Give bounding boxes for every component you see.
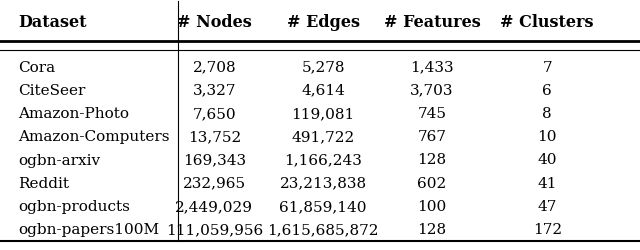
Text: 119,081: 119,081 bbox=[292, 107, 355, 121]
Text: 7: 7 bbox=[542, 60, 552, 74]
Text: 172: 172 bbox=[532, 223, 562, 237]
Text: 4,614: 4,614 bbox=[301, 84, 345, 98]
Text: ogbn-papers100M: ogbn-papers100M bbox=[18, 223, 159, 237]
Text: 7,650: 7,650 bbox=[193, 107, 236, 121]
Text: # Nodes: # Nodes bbox=[177, 14, 252, 31]
Text: ogbn-products: ogbn-products bbox=[18, 200, 130, 214]
Text: 1,433: 1,433 bbox=[410, 60, 454, 74]
Text: # Clusters: # Clusters bbox=[500, 14, 594, 31]
Text: 767: 767 bbox=[417, 130, 447, 144]
Text: 491,722: 491,722 bbox=[292, 130, 355, 144]
Text: 1,615,685,872: 1,615,685,872 bbox=[268, 223, 379, 237]
Text: 602: 602 bbox=[417, 177, 447, 191]
Text: 100: 100 bbox=[417, 200, 447, 214]
Text: # Edges: # Edges bbox=[287, 14, 360, 31]
Text: 47: 47 bbox=[538, 200, 557, 214]
Text: 23,213,838: 23,213,838 bbox=[280, 177, 367, 191]
Text: 1,166,243: 1,166,243 bbox=[284, 154, 362, 168]
Text: 41: 41 bbox=[538, 177, 557, 191]
Text: 128: 128 bbox=[417, 154, 447, 168]
Text: 111,059,956: 111,059,956 bbox=[166, 223, 263, 237]
Text: 2,708: 2,708 bbox=[193, 60, 236, 74]
Text: 745: 745 bbox=[417, 107, 447, 121]
Text: 128: 128 bbox=[417, 223, 447, 237]
Text: 2,449,029: 2,449,029 bbox=[175, 200, 253, 214]
Text: 13,752: 13,752 bbox=[188, 130, 241, 144]
Text: # Features: # Features bbox=[383, 14, 481, 31]
Text: 5,278: 5,278 bbox=[301, 60, 345, 74]
Text: Amazon-Photo: Amazon-Photo bbox=[18, 107, 129, 121]
Text: Reddit: Reddit bbox=[18, 177, 69, 191]
Text: 10: 10 bbox=[538, 130, 557, 144]
Text: 3,327: 3,327 bbox=[193, 84, 236, 98]
Text: 40: 40 bbox=[538, 154, 557, 168]
Text: 169,343: 169,343 bbox=[183, 154, 246, 168]
Text: Cora: Cora bbox=[18, 60, 55, 74]
Text: 8: 8 bbox=[542, 107, 552, 121]
Text: 232,965: 232,965 bbox=[183, 177, 246, 191]
Text: 3,703: 3,703 bbox=[410, 84, 454, 98]
Text: Dataset: Dataset bbox=[18, 14, 86, 31]
Text: 61,859,140: 61,859,140 bbox=[280, 200, 367, 214]
Text: ogbn-arxiv: ogbn-arxiv bbox=[18, 154, 100, 168]
Text: Amazon-Computers: Amazon-Computers bbox=[18, 130, 170, 144]
Text: CiteSeer: CiteSeer bbox=[18, 84, 85, 98]
Text: 6: 6 bbox=[542, 84, 552, 98]
